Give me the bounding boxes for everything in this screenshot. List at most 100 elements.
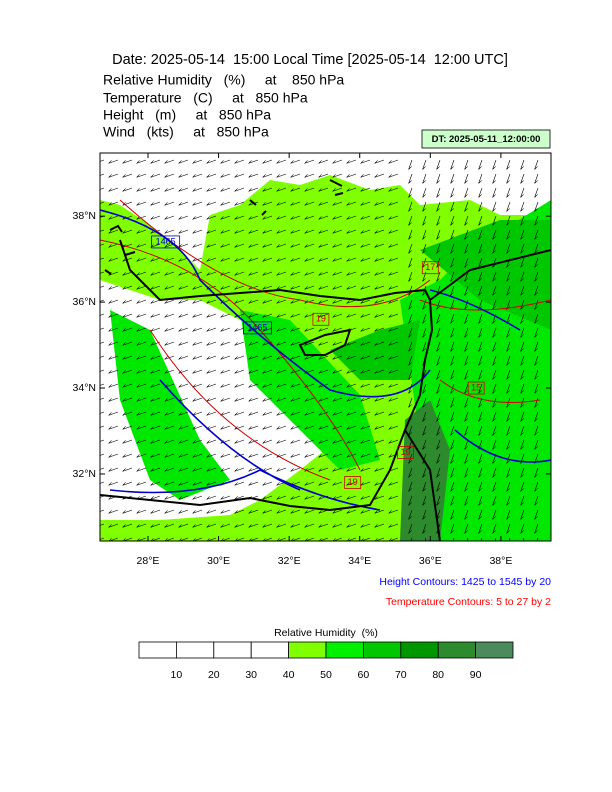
wind-barb — [100, 481, 105, 484]
temperature-contour — [100, 199, 551, 481]
wind-barb — [206, 411, 217, 416]
wind-barb — [346, 313, 357, 318]
wind-barb — [450, 187, 455, 198]
wind-barb — [436, 397, 441, 408]
wind-barb — [492, 383, 497, 394]
wind-barb — [276, 271, 287, 276]
wind-barb — [492, 243, 497, 254]
wind-barb — [100, 229, 105, 232]
wind-barb — [234, 509, 245, 514]
wind-barb — [534, 257, 539, 268]
wind-barb — [492, 523, 497, 534]
wind-barb — [100, 285, 105, 288]
wind-barb — [220, 201, 231, 206]
wind-barb — [464, 243, 469, 254]
wind-barb — [220, 355, 231, 360]
wind-barb — [150, 425, 161, 430]
wind-barb — [136, 299, 147, 304]
wind-barb — [422, 159, 427, 170]
wind-barb — [436, 243, 441, 254]
colorbar-box — [325, 641, 364, 659]
wind-barb — [374, 285, 385, 290]
wind-barb — [276, 383, 287, 388]
wind-barb — [136, 453, 147, 458]
wind-barb — [122, 467, 133, 472]
wind-barb — [422, 327, 427, 338]
wind-barb — [304, 257, 315, 262]
wind-barb — [220, 537, 231, 541]
colorbar-box — [250, 641, 289, 659]
wind-barb — [122, 271, 133, 276]
wind-barb — [506, 313, 511, 324]
wind-barb — [360, 495, 371, 500]
wind-barb — [220, 467, 231, 472]
wind-barb — [450, 453, 455, 464]
wind-barb — [436, 313, 441, 324]
wind-barb — [360, 201, 371, 206]
wind-barb — [360, 453, 371, 458]
wind-barb — [492, 285, 497, 296]
wind-barb — [506, 215, 511, 226]
wind-barb — [108, 313, 119, 318]
wind-barb — [450, 369, 455, 380]
wind-barb — [150, 257, 161, 262]
wind-barb — [332, 383, 343, 388]
wind-barb — [332, 355, 343, 360]
wind-barb — [100, 327, 105, 330]
wind-barb — [422, 173, 427, 184]
wind-barb — [164, 201, 175, 206]
dt-label: DT: 2025-05-11_12:00:00 — [432, 134, 541, 145]
wind-barb — [290, 173, 301, 178]
wind-barb — [360, 509, 371, 514]
wind-barb — [220, 495, 231, 500]
wind-barb — [248, 425, 259, 430]
wind-barb — [534, 369, 539, 380]
wind-barb — [374, 495, 385, 500]
wind-barb — [178, 467, 189, 472]
wind-barb — [422, 229, 427, 240]
wind-barb — [178, 299, 189, 304]
wind-barb — [164, 495, 175, 500]
wind-barb — [276, 509, 287, 514]
wind-barb — [206, 355, 217, 360]
wind-barb — [192, 537, 203, 541]
wind-barb — [220, 243, 231, 248]
wind-barb — [478, 453, 483, 464]
wind-barb — [150, 341, 161, 346]
wind-barb — [332, 453, 343, 458]
wind-barb — [408, 341, 413, 352]
wind-barb — [388, 215, 399, 220]
wind-barb — [520, 229, 525, 240]
wind-barb — [450, 439, 455, 450]
wind-barb — [450, 313, 455, 324]
wind-barb — [234, 271, 245, 276]
wind-barb — [520, 495, 525, 506]
wind-barb — [206, 439, 217, 444]
lon-label: 36°E — [419, 555, 442, 567]
wind-barb — [206, 369, 217, 374]
wind-barb — [290, 257, 301, 262]
wind-barb — [346, 439, 357, 444]
wind-barb — [220, 453, 231, 458]
wind-barb — [276, 187, 287, 192]
wind-barb — [122, 201, 133, 206]
wind-barb — [520, 215, 525, 226]
wind-barb — [478, 271, 483, 282]
wind-barb — [464, 229, 469, 240]
wind-barb — [164, 229, 175, 234]
wind-barb — [318, 201, 329, 206]
wind-barb — [290, 159, 301, 164]
wind-barb — [388, 369, 399, 374]
wind-barb — [388, 439, 399, 444]
wind-barb — [492, 257, 497, 268]
wind-barb — [100, 537, 105, 540]
wind-barb — [478, 481, 483, 492]
wind-barb — [164, 453, 175, 458]
wind-barb — [164, 467, 175, 472]
wind-barb — [122, 159, 133, 164]
wind-barb — [290, 397, 301, 402]
wind-barb — [290, 187, 301, 192]
wind-barb — [178, 355, 189, 360]
wind-barb — [108, 229, 119, 234]
wind-barb — [100, 383, 105, 386]
